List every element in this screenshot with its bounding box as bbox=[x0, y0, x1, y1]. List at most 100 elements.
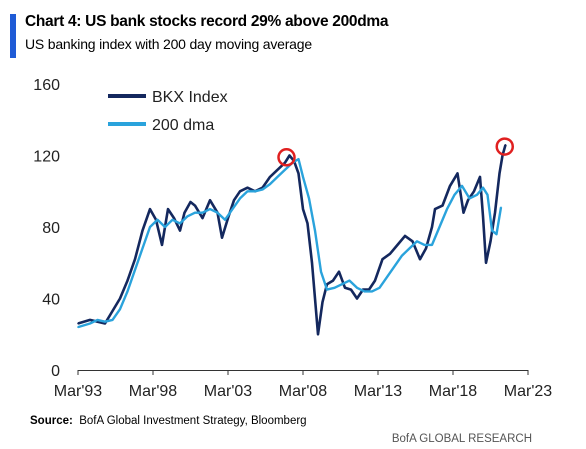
series-line-bkx-index bbox=[77, 144, 507, 336]
dma-data-point bbox=[453, 194, 456, 196]
dma-data-point bbox=[134, 269, 136, 271]
bkx-data-point bbox=[284, 161, 286, 164]
bkx-data-point bbox=[462, 211, 465, 214]
dma-data-point bbox=[500, 206, 502, 209]
chart-title: Chart 4: US bank stocks record 29% above… bbox=[25, 13, 389, 30]
chart-subtitle: US banking index with 200 day moving ave… bbox=[25, 36, 312, 52]
dma-data-point bbox=[89, 322, 91, 325]
source-note: Source: BofA Global Investment Strategy,… bbox=[30, 415, 307, 427]
bkx-data-point bbox=[288, 154, 291, 157]
y-tick-label: 120 bbox=[33, 149, 60, 166]
bkx-data-point bbox=[239, 190, 241, 193]
dma-data-point bbox=[126, 290, 129, 293]
bkx-data-point bbox=[419, 258, 421, 260]
bkx-data-point bbox=[233, 199, 235, 201]
dma-data-point bbox=[356, 286, 358, 289]
x-tick-label: Mar'03 bbox=[204, 383, 253, 400]
dma-data-point bbox=[308, 197, 310, 200]
dma-data-point bbox=[261, 188, 264, 191]
bkx-data-point bbox=[104, 322, 106, 325]
bkx-data-point bbox=[456, 172, 459, 175]
bkx-data-point bbox=[77, 322, 79, 325]
bkx-data-point bbox=[389, 253, 391, 255]
bkx-data-point bbox=[404, 235, 406, 237]
x-tick-label: Mar'18 bbox=[429, 383, 478, 400]
bkx-data-point bbox=[482, 215, 484, 218]
bkx-data-point bbox=[489, 240, 492, 243]
recent-peak-highlight-circle bbox=[495, 137, 514, 156]
bkx-data-point bbox=[494, 211, 496, 214]
source-label: Source: bbox=[30, 415, 73, 427]
dma-data-point bbox=[348, 279, 351, 282]
source-text: BofA Global Investment Strategy, Bloombe… bbox=[79, 415, 307, 427]
dma-data-point bbox=[276, 176, 279, 178]
bkx-data-point bbox=[381, 258, 384, 260]
dma-data-point bbox=[149, 226, 151, 228]
bkx-data-point bbox=[368, 288, 370, 291]
dma-data-point bbox=[401, 254, 403, 257]
dma-data-point bbox=[468, 197, 471, 200]
y-tick-label: 160 bbox=[33, 77, 60, 94]
dma-data-point bbox=[164, 226, 166, 228]
y-axis: 0 40 80 120 160 bbox=[33, 77, 60, 380]
bkx-data-point bbox=[302, 208, 304, 210]
peak-2007-highlight-circle bbox=[277, 148, 296, 167]
bkx-data-point bbox=[189, 201, 192, 203]
bkx-data-point bbox=[374, 279, 376, 282]
dma-data-point bbox=[341, 283, 343, 286]
dma-data-point bbox=[393, 265, 396, 268]
bkx-data-point bbox=[356, 297, 358, 300]
bkx-data-point bbox=[276, 169, 279, 171]
bkx-data-point bbox=[317, 333, 319, 336]
title-accent-bar bbox=[10, 14, 16, 58]
dma-data-point bbox=[326, 288, 328, 291]
dma-data-point bbox=[333, 286, 336, 289]
bkx-data-point bbox=[396, 244, 399, 246]
bkx-data-point bbox=[269, 176, 271, 178]
bkx-data-point bbox=[209, 199, 211, 201]
bkx-data-point bbox=[111, 310, 114, 312]
bkx-data-point bbox=[89, 319, 91, 321]
brand-footer: BofA GLOBAL RESEARCH bbox=[391, 433, 532, 445]
bkx-data-point bbox=[326, 283, 328, 286]
bkx-data-point bbox=[411, 240, 414, 243]
y-tick-label: 0 bbox=[51, 363, 60, 380]
dma-data-point bbox=[239, 197, 241, 200]
bkx-data-point bbox=[126, 279, 129, 282]
bkx-data-point bbox=[306, 222, 309, 225]
bkx-data-point bbox=[134, 258, 136, 260]
bkx-data-point bbox=[321, 301, 324, 303]
bkx-data-point bbox=[194, 204, 196, 207]
bkx-data-point bbox=[350, 288, 352, 291]
bkx-data-point bbox=[119, 297, 121, 300]
dma-data-point bbox=[482, 186, 484, 189]
x-tick-label: Mar'93 bbox=[54, 383, 103, 400]
bkx-data-point bbox=[167, 208, 169, 210]
x-tick-label: Mar'13 bbox=[354, 383, 403, 400]
dma-data-point bbox=[111, 319, 114, 321]
dma-data-point bbox=[378, 286, 381, 289]
dma-data-point bbox=[179, 222, 181, 225]
bkx-data-point bbox=[425, 247, 427, 250]
x-axis: Mar'93 Mar'98 Mar'03 Mar'08 Mar'13 Mar'18 Mar'… bbox=[54, 370, 553, 400]
bkx-data-point bbox=[431, 226, 433, 228]
x-tick-label: Mar'08 bbox=[279, 383, 328, 400]
bkx-data-point bbox=[434, 208, 436, 210]
bkx-data-point bbox=[149, 208, 151, 210]
dma-data-point bbox=[476, 194, 478, 196]
dma-data-point bbox=[284, 169, 286, 171]
bkx-data-point bbox=[201, 217, 204, 219]
series-line-200-dma bbox=[77, 157, 503, 329]
bkx-data-point bbox=[473, 190, 475, 193]
bkx-data-point bbox=[332, 279, 334, 282]
bkx-data-point bbox=[297, 172, 300, 175]
dma-data-point bbox=[314, 229, 316, 232]
legend-label: BKX Index bbox=[152, 89, 228, 106]
x-tick-label: Mar'23 bbox=[504, 383, 553, 400]
bkx-data-point bbox=[485, 261, 487, 264]
dma-data-point bbox=[371, 290, 373, 293]
bkx-data-point bbox=[441, 204, 444, 207]
dma-data-point bbox=[186, 215, 189, 218]
dma-data-point bbox=[231, 208, 234, 210]
dma-data-point bbox=[408, 247, 411, 250]
